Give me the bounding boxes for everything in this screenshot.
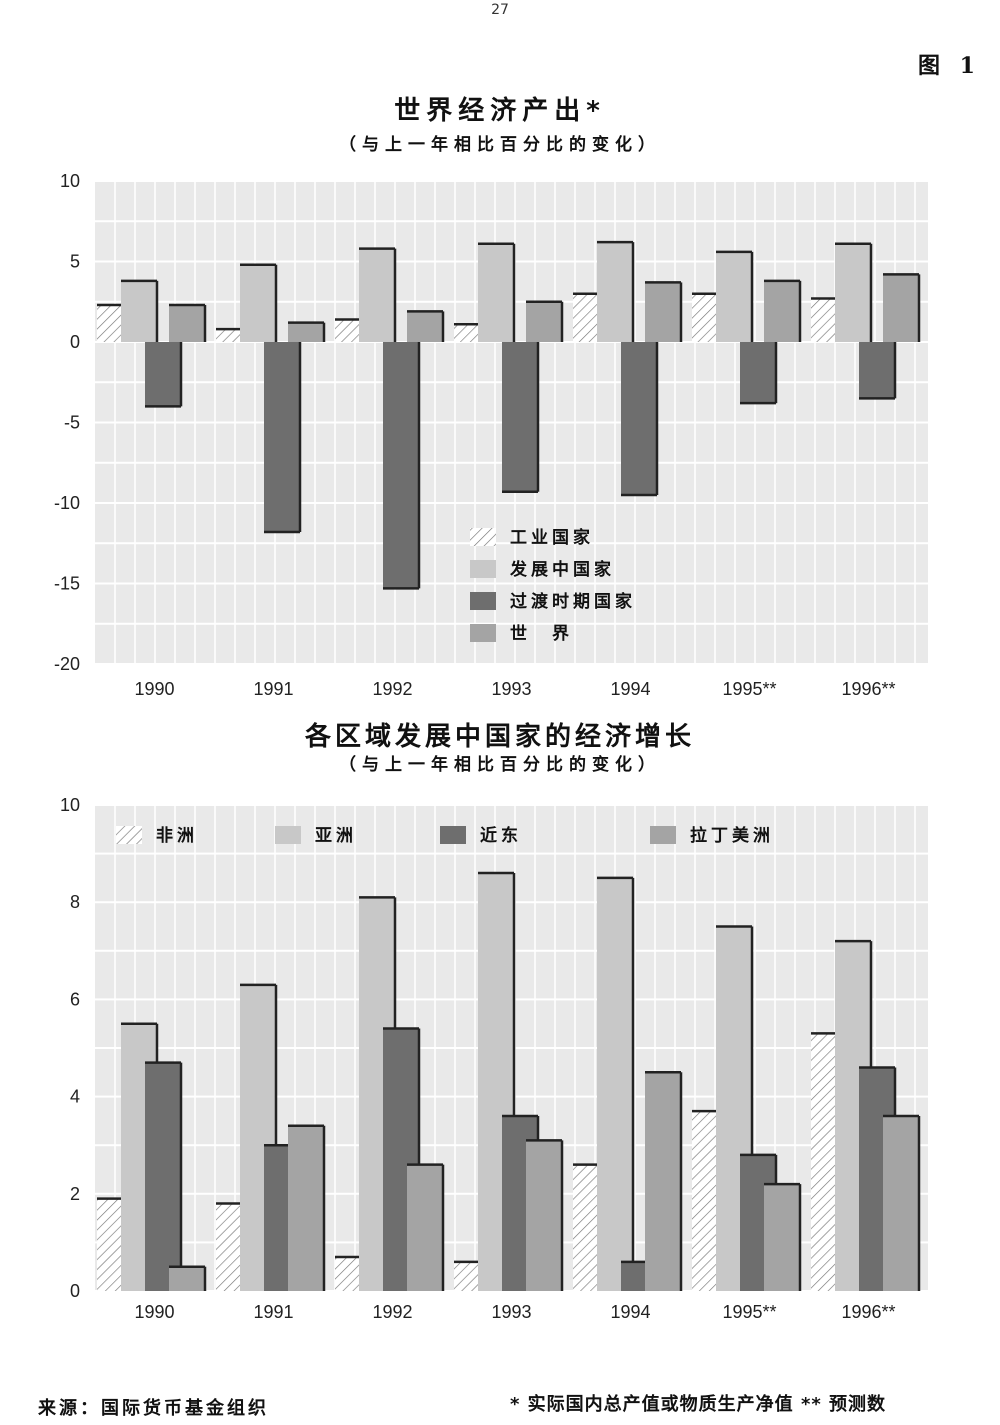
bar (764, 280, 800, 342)
chart2-subtitle: （与上一年相比百分比的变化） (339, 755, 661, 775)
y-tick-label: 6 (70, 989, 80, 1009)
chart1-subtitle: （与上一年相比百分比的变化） (339, 135, 661, 155)
category-label: 1991 (253, 679, 293, 699)
legend2-item-swatch (650, 826, 676, 844)
legend1-item-swatch (470, 560, 496, 578)
footer-source: 来源：国际货币基金组织 (38, 1398, 269, 1419)
bar (359, 248, 395, 342)
bar (169, 304, 205, 342)
legend1-item-label: 发展中国家 (509, 559, 615, 580)
chart2-title: 各区域发展中国家的经济增长 (304, 722, 695, 752)
legend2-item-label: 近东 (480, 825, 522, 846)
regional-growth-chart: 10 8 6 4 2 0 1990 1991 1992 1993 1994 1995** 1996** 非… (60, 795, 928, 1322)
category-label: 1995** (722, 679, 776, 699)
bar (883, 274, 919, 342)
bar (883, 1116, 919, 1291)
bar (145, 342, 181, 407)
bar (407, 1164, 443, 1291)
y-tick-label: -15 (54, 574, 80, 594)
bar (645, 282, 681, 342)
y-tick-label: 4 (70, 1087, 80, 1107)
bar (407, 311, 443, 342)
bar (288, 322, 324, 342)
world-output-chart: 10 5 0 -5 -10 -15 -20 1990 1991 1992 1993 1994 1995*… (54, 171, 928, 699)
bar (835, 243, 871, 342)
bar (526, 301, 562, 342)
bar (383, 342, 419, 589)
y-tick-label: 2 (70, 1184, 80, 1204)
y-tick-label: 10 (60, 795, 80, 815)
legend1-item-swatch (470, 592, 496, 610)
y-tick-label: 8 (70, 892, 80, 912)
category-label: 1993 (491, 1302, 531, 1322)
legend2-item-swatch (440, 826, 466, 844)
chart1-title: 世界经济产出* (394, 96, 606, 126)
category-label: 1992 (372, 679, 412, 699)
bar (145, 1062, 181, 1291)
bar (288, 1125, 324, 1291)
bar (621, 342, 657, 495)
legend2-item-swatch (116, 826, 142, 844)
bar (716, 251, 752, 342)
legend1-item-label: 过渡时期国家 (510, 591, 636, 612)
bar (740, 342, 776, 404)
bar (169, 1266, 205, 1291)
bar (240, 264, 276, 342)
legend1-item-swatch (470, 528, 496, 546)
legend2-item-label: 拉丁美洲 (690, 825, 774, 846)
category-label: 1990 (134, 679, 174, 699)
bar (597, 242, 633, 342)
bar (526, 1140, 562, 1291)
category-label: 1991 (253, 1302, 293, 1322)
bar (478, 243, 514, 342)
category-label: 1990 (134, 1302, 174, 1322)
bar (597, 877, 633, 1291)
category-label: 1993 (491, 679, 531, 699)
bar (859, 342, 895, 399)
category-label: 1994 (610, 679, 650, 699)
category-label: 1994 (610, 1302, 650, 1322)
category-label: 1992 (372, 1302, 412, 1322)
bar (764, 1184, 800, 1291)
page-number: 27 (491, 2, 509, 18)
legend1-item-swatch (470, 624, 496, 642)
footer-notes: * 实际国内总产值或物质生产净值 ** 预测数 (510, 1394, 887, 1415)
legend1-item-label: 世 界 (510, 624, 573, 644)
legend2-item-label: 非洲 (156, 825, 198, 846)
bar (502, 342, 538, 492)
legend2-item-swatch (275, 826, 301, 844)
bar (264, 342, 300, 532)
bar (121, 280, 157, 342)
category-label: 1996** (841, 679, 895, 699)
y-tick-label: -20 (54, 654, 80, 674)
category-label: 1996** (841, 1302, 895, 1322)
category-label: 1995** (722, 1302, 776, 1322)
legend1-item-label: 工业国家 (510, 527, 594, 548)
y-tick-label: 0 (70, 1281, 80, 1301)
y-tick-label: -5 (64, 413, 80, 433)
y-tick-label: 5 (70, 252, 80, 272)
legend2-item-label: 亚洲 (315, 826, 357, 846)
y-tick-label: 10 (60, 171, 80, 191)
y-tick-label: -10 (54, 493, 80, 513)
y-tick-label: 0 (70, 332, 80, 352)
figure-label: 图 1 (918, 53, 981, 79)
bar (645, 1072, 681, 1291)
